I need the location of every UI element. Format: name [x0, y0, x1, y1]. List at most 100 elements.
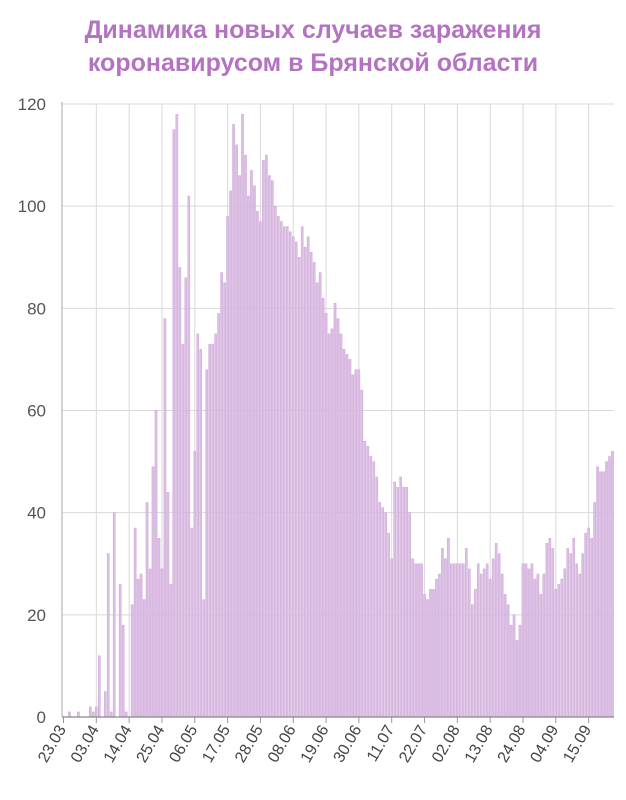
bar	[256, 211, 259, 718]
bar	[211, 343, 214, 718]
bar	[465, 548, 468, 718]
bar	[423, 594, 426, 718]
bar	[470, 604, 474, 718]
bar	[253, 185, 256, 718]
y-axis-tick-labels: 0 20 40 60 80 100 120	[18, 95, 46, 727]
x-tick-label: 22.07	[396, 722, 431, 765]
y-tick-label: 20	[27, 606, 46, 625]
bar	[214, 333, 217, 718]
bar	[551, 548, 555, 718]
bar	[77, 711, 80, 718]
bar	[575, 563, 578, 718]
bar	[229, 190, 232, 718]
bar	[285, 226, 289, 718]
bar	[193, 451, 197, 718]
bar	[479, 573, 483, 718]
x-tick-label: 25.04	[134, 722, 169, 765]
bar	[178, 267, 182, 718]
bar	[148, 568, 152, 718]
bar	[89, 706, 92, 718]
bar	[441, 548, 444, 718]
bar	[235, 144, 238, 718]
bar	[95, 706, 98, 718]
y-tick-label: 0	[37, 708, 46, 727]
bar	[354, 369, 358, 718]
bar	[566, 548, 570, 718]
bar	[283, 226, 286, 718]
bar	[291, 236, 295, 718]
bar	[336, 318, 340, 718]
bar	[456, 563, 459, 718]
x-tick-label: 03.04	[68, 722, 103, 765]
bar	[554, 589, 558, 718]
bar	[393, 481, 396, 718]
bar	[181, 343, 185, 718]
bar	[157, 538, 161, 718]
x-tick-label: 04.09	[528, 722, 563, 765]
bar	[557, 583, 561, 718]
x-tick-label: 30.06	[331, 722, 366, 765]
bar	[467, 568, 471, 718]
bar	[205, 369, 209, 718]
bar	[491, 558, 495, 718]
bar	[402, 486, 405, 718]
bar	[426, 599, 429, 718]
bar	[399, 476, 402, 718]
x-tick-label: 19.06	[298, 722, 333, 765]
bar	[300, 226, 304, 718]
bar	[142, 599, 146, 718]
y-tick-label: 60	[27, 402, 46, 421]
bar	[187, 195, 191, 718]
bar	[530, 563, 534, 718]
y-tick-label: 40	[27, 504, 46, 523]
bar	[244, 154, 247, 718]
bar	[121, 624, 125, 718]
bar	[277, 216, 280, 718]
bar	[563, 568, 567, 718]
bar	[98, 655, 101, 718]
bar	[411, 558, 414, 718]
bar	[259, 221, 262, 718]
bar	[163, 318, 167, 718]
bar	[124, 711, 128, 718]
bar	[473, 589, 477, 718]
bar	[518, 624, 522, 718]
bar	[590, 538, 593, 718]
x-tick-label: 14.04	[101, 722, 136, 765]
bar	[280, 221, 283, 718]
bar	[351, 374, 355, 718]
bar	[560, 578, 564, 718]
bar	[112, 512, 116, 718]
bar	[184, 277, 188, 718]
x-tick-label: 02.08	[429, 722, 464, 765]
bar	[68, 711, 71, 718]
x-tick-label: 23.03	[35, 722, 70, 765]
bar	[512, 614, 516, 718]
bar	[414, 563, 417, 718]
bar	[217, 313, 220, 718]
bar	[241, 114, 244, 718]
bar	[503, 594, 507, 718]
bar	[488, 578, 492, 718]
bar	[348, 359, 352, 718]
chart-title-line-1: Динамика новых случаев заражения	[84, 16, 542, 44]
y-tick-label: 120	[18, 95, 46, 114]
bar	[438, 573, 441, 718]
bar	[387, 532, 391, 718]
bar	[190, 527, 194, 718]
bar	[542, 573, 546, 718]
bar	[390, 558, 393, 718]
bar-series	[68, 114, 614, 718]
bar	[169, 583, 173, 718]
bar	[482, 568, 486, 718]
bar	[109, 711, 113, 718]
bar	[572, 538, 576, 718]
bar	[271, 180, 274, 718]
bar	[238, 175, 241, 718]
bar	[444, 558, 447, 718]
bar	[506, 604, 510, 718]
x-axis-tick-labels: 23.0303.0414.0425.0406.0517.0528.0508.06…	[35, 722, 595, 765]
bar	[274, 205, 277, 718]
bar	[306, 236, 310, 718]
bar	[321, 297, 325, 718]
